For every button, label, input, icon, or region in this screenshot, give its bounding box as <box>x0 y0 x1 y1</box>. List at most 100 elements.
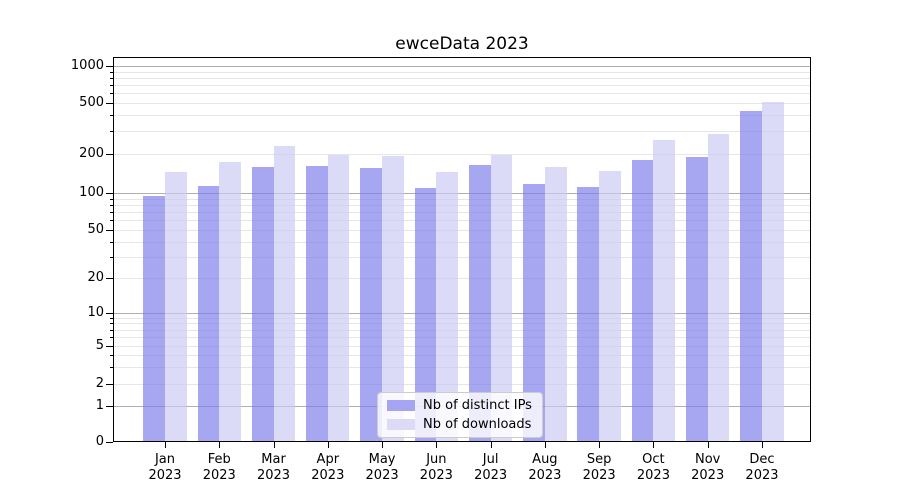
gridline-300 <box>113 131 811 133</box>
gridline-2 <box>113 383 811 385</box>
y-tick-mark <box>106 313 113 314</box>
legend-label-downloads: Nb of downloads <box>423 416 532 432</box>
gridline-40 <box>113 241 811 243</box>
gridline-1000 <box>113 66 811 67</box>
gridline-500 <box>113 103 811 104</box>
y-tick-label-200: 200 <box>79 146 104 161</box>
x-tick-label-feb: Feb 2023 <box>202 452 236 483</box>
y-tick-mark <box>106 345 113 347</box>
y-minor-tick-mark <box>110 93 113 95</box>
x-tick-mark <box>436 442 438 448</box>
x-tick-label-jan: Jan 2023 <box>148 452 182 483</box>
y-minor-tick-mark <box>110 198 113 200</box>
y-tick-label-5: 5 <box>95 337 104 353</box>
gridline-70 <box>113 212 811 214</box>
bar-downloads-aug <box>544 166 567 442</box>
gridline-9 <box>113 317 811 319</box>
y-minor-tick-mark <box>110 71 113 73</box>
y-minor-tick-mark <box>110 77 113 79</box>
gridline-20 <box>113 278 811 279</box>
y-tick-mark <box>106 383 113 385</box>
y-minor-tick-mark <box>110 212 113 214</box>
y-tick-mark <box>106 230 113 231</box>
y-tick-label-10: 10 <box>87 305 104 320</box>
legend-item-downloads: Nb of downloads <box>387 417 533 432</box>
gridline-900 <box>113 71 811 73</box>
chart-title: ewceData 2023 <box>395 34 529 54</box>
bar-distinct-ips-nov <box>686 156 708 442</box>
y-minor-tick-mark <box>110 256 113 258</box>
x-tick-label-sep: Sep 2023 <box>582 452 616 483</box>
y-tick-label-50: 50 <box>87 222 104 237</box>
y-tick-mark <box>106 193 113 194</box>
gridline-100 <box>113 193 811 194</box>
y-tick-label-500: 500 <box>79 95 104 110</box>
y-minor-tick-mark <box>110 323 113 325</box>
bar-downloads-oct <box>653 140 676 442</box>
x-tick-mark <box>219 442 221 448</box>
grid-layer <box>113 57 811 442</box>
gridline-700 <box>113 85 811 87</box>
bar-distinct-ips-mar <box>251 166 274 442</box>
bar-downloads-jun <box>436 171 459 442</box>
gridline-10 <box>113 313 811 314</box>
x-tick-label-nov: Nov 2023 <box>691 452 725 483</box>
y-minor-tick-mark <box>110 85 113 87</box>
legend-item-distinct-ips: Nb of distinct IPs <box>387 398 533 413</box>
x-tick-label-dec: Dec 2023 <box>745 452 779 483</box>
gridline-30 <box>113 256 811 258</box>
gridline-60 <box>113 220 811 222</box>
x-tick-mark <box>707 442 709 448</box>
legend-label-distinct-ips: Nb of distinct IPs <box>423 398 532 414</box>
y-tick-mark <box>106 406 113 407</box>
bar-distinct-ips-jul <box>468 165 491 442</box>
x-tick-mark <box>382 442 384 448</box>
x-tick-label-jun: Jun 2023 <box>419 452 453 483</box>
y-tick-label-2: 2 <box>95 375 104 391</box>
x-tick-label-aug: Aug 2023 <box>528 452 562 483</box>
x-tick-label-oct: Oct 2023 <box>636 452 670 483</box>
gridline-600 <box>113 93 811 95</box>
y-tick-label-1: 1 <box>95 398 104 413</box>
y-minor-tick-mark <box>110 220 113 222</box>
x-tick-mark <box>544 442 546 448</box>
gridline-50 <box>113 230 811 231</box>
bar-downloads-jul <box>490 154 513 442</box>
y-tick-label-20: 20 <box>87 270 104 285</box>
y-minor-tick-mark <box>110 354 113 356</box>
gridline-5 <box>113 345 811 347</box>
y-minor-tick-mark <box>110 366 113 368</box>
bar-distinct-ips-apr <box>306 166 328 442</box>
gridline-6 <box>113 336 811 338</box>
bar-downloads-sep <box>599 170 621 442</box>
bar-distinct-ips-dec <box>740 111 762 442</box>
y-minor-tick-mark <box>110 329 113 331</box>
legend: Nb of distinct IPs Nb of downloads <box>377 392 543 438</box>
y-tick-mark <box>106 66 113 67</box>
y-tick-mark <box>106 278 113 279</box>
gridline-7 <box>113 329 811 331</box>
bar-downloads-apr <box>327 154 350 442</box>
x-tick-mark <box>761 442 763 448</box>
bar-distinct-ips-feb <box>197 186 220 442</box>
bar-downloads-dec <box>761 102 784 442</box>
x-tick-label-apr: Apr 2023 <box>311 452 345 483</box>
gridline-800 <box>113 77 811 79</box>
y-minor-tick-mark <box>110 204 113 206</box>
bar-downloads-mar <box>273 145 296 442</box>
y-tick-label-100: 100 <box>79 185 104 200</box>
bar-distinct-ips-may <box>360 167 383 442</box>
bar-downloads-feb <box>219 161 241 442</box>
y-minor-tick-mark <box>110 241 113 243</box>
x-tick-mark <box>327 442 329 448</box>
y-minor-tick-mark <box>110 336 113 338</box>
gridline-80 <box>113 204 811 206</box>
bar-distinct-ips-sep <box>577 186 600 442</box>
x-tick-mark <box>273 442 275 448</box>
bar-distinct-ips-jan <box>143 195 165 442</box>
bars-layer <box>113 57 811 442</box>
gridline-3 <box>113 366 811 368</box>
gridline-400 <box>113 115 811 117</box>
bar-downloads-may <box>382 156 404 442</box>
